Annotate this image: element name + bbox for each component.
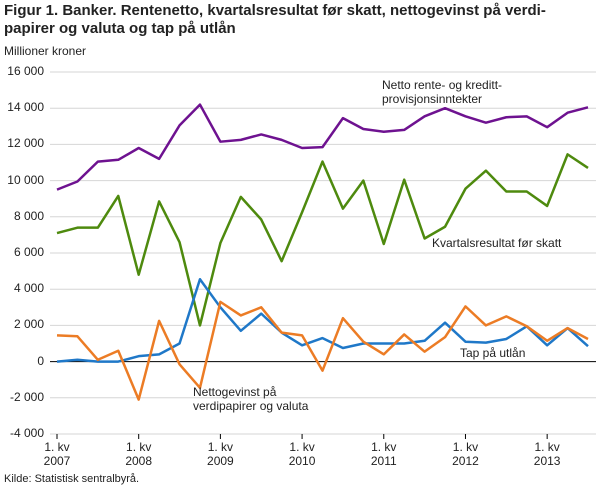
x-tick-label: 1. kv 2007: [43, 440, 71, 468]
series-label: Netto rente- og kreditt- provisjonsinnte…: [382, 78, 503, 106]
y-tick-label: 10 000: [7, 172, 44, 187]
y-tick-label: 16 000: [7, 64, 44, 78]
series-line: [56, 300, 589, 401]
x-tick-label: 1. kv 2008: [125, 440, 153, 468]
x-tick-label: 1. kv 2010: [288, 440, 316, 468]
series-line: [56, 103, 589, 191]
series-label: Tap på utlån: [460, 346, 526, 360]
series-label: Kvartalsresultat før skatt: [432, 236, 562, 250]
series-line: [56, 277, 589, 363]
source: Kilde: Statistisk sentralbyrå.: [4, 473, 140, 485]
x-tick-label: 1. kv 2011: [370, 440, 397, 468]
y-tick-label: -2 000: [9, 389, 44, 404]
x-tick-label: 1. kv 2013: [533, 440, 561, 468]
y-tick-label: 12 000: [7, 136, 44, 151]
y-tick-label: 4 000: [13, 281, 44, 296]
y-tick-label: 6 000: [13, 245, 44, 259]
series-line: [56, 153, 589, 327]
y-tick-label: 0: [37, 353, 44, 368]
x-tick-label: 1. kv 2012: [452, 440, 479, 468]
y-tick-label: 2 000: [13, 317, 44, 332]
y-axis-label: Millioner kroner: [4, 44, 87, 58]
x-tick-label: 1. kv 2009: [207, 440, 234, 468]
y-tick-label: -4 000: [9, 426, 44, 440]
y-tick-label: 14 000: [7, 100, 44, 115]
chart-title: Figur 1. Banker. Rentenetto, kvartalsres…: [4, 2, 546, 37]
y-tick-label: 8 000: [13, 208, 44, 223]
series-label: Nettogevinst på verdipapirer og valuta: [193, 385, 309, 413]
